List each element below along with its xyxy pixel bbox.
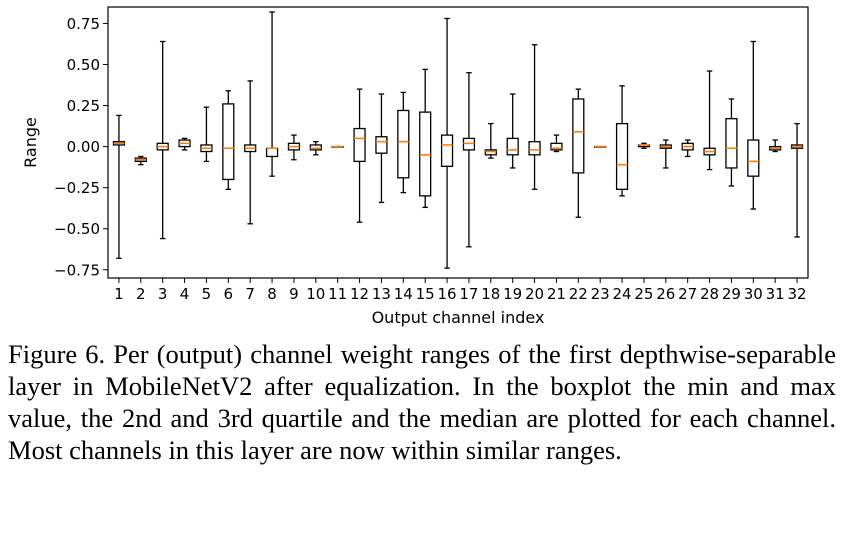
box-channel-1 [112, 114, 126, 259]
box-channel-31 [769, 139, 782, 153]
x-tick-label: 23 [591, 285, 610, 303]
box-channel-30 [747, 40, 760, 210]
x-tick-label: 2 [136, 285, 146, 303]
box-channel-6 [222, 90, 235, 190]
box-channel-2 [134, 155, 147, 166]
box-channel-10 [309, 141, 322, 156]
boxplot-boxes [112, 11, 804, 269]
box-channel-18 [484, 122, 497, 159]
box-channel-12 [353, 88, 366, 223]
box-channel-22 [572, 88, 585, 218]
x-tick-label: 5 [202, 285, 212, 303]
box-channel-24 [615, 85, 629, 197]
plot-frame [107, 6, 809, 279]
x-tick-label: 32 [788, 285, 807, 303]
x-tick-label: 3 [158, 285, 168, 303]
box-iqr [440, 134, 454, 167]
x-tick-label: 21 [547, 285, 566, 303]
box-channel-9 [287, 134, 301, 161]
x-axis-label: Output channel index [372, 308, 545, 327]
y-tick-label: 0.00 [67, 138, 100, 156]
box-channel-17 [462, 72, 476, 248]
x-tick-label: 24 [613, 285, 632, 303]
box-channel-13 [375, 93, 388, 204]
box-iqr [506, 137, 519, 156]
box-channel-3 [156, 40, 169, 240]
x-tick-label: 26 [656, 285, 675, 303]
box-channel-15 [419, 68, 432, 209]
x-tick-label: 7 [245, 285, 255, 303]
box-channel-4 [178, 137, 191, 151]
x-tick-label: 9 [289, 285, 299, 303]
y-tick-label: −0.25 [54, 179, 100, 197]
box-iqr [222, 103, 235, 181]
box-channel-20 [528, 44, 541, 190]
x-tick-label: 8 [267, 285, 277, 303]
box-iqr [353, 127, 366, 163]
box-channel-11 [331, 145, 344, 148]
x-tick-label: 16 [438, 285, 457, 303]
y-tick-label: −0.50 [54, 220, 100, 238]
box-iqr [725, 118, 738, 169]
x-tick-label: 29 [722, 285, 741, 303]
box-channel-7 [244, 80, 257, 225]
box-channel-21 [550, 134, 563, 153]
x-tick-label: 31 [766, 285, 785, 303]
x-tick-label: 22 [569, 285, 588, 303]
x-tick-label: 28 [700, 285, 719, 303]
x-tick-label: 14 [394, 285, 413, 303]
box-iqr [375, 136, 388, 154]
x-tick-label: 1 [114, 285, 124, 303]
x-tick-label: 30 [744, 285, 763, 303]
x-axis: 1 2 3 4 5 6 7 8 9 10 11 12 13 14 15 16 17 18 19 20 21 22 23 24 2… [114, 278, 807, 303]
y-tick-label: −0.75 [54, 261, 100, 279]
box-iqr [419, 111, 432, 197]
box-channel-16 [440, 17, 454, 269]
box-channel-19 [506, 93, 519, 169]
box-iqr [462, 137, 476, 151]
box-iqr [309, 144, 322, 151]
box-iqr [265, 147, 279, 158]
x-tick-label: 13 [372, 285, 391, 303]
x-tick-label: 19 [503, 285, 522, 303]
x-tick-label: 12 [350, 285, 369, 303]
box-channel-8 [265, 11, 279, 177]
box-channel-14 [397, 91, 410, 194]
box-channel-23 [594, 145, 607, 148]
x-tick-label: 27 [678, 285, 697, 303]
box-channel-25 [637, 142, 651, 149]
x-tick-label: 20 [525, 285, 544, 303]
box-iqr [747, 139, 760, 177]
box-channel-29 [725, 98, 738, 187]
x-tick-label: 17 [459, 285, 478, 303]
box-channel-28 [703, 70, 716, 171]
box-iqr [550, 142, 563, 151]
box-channel-32 [790, 122, 804, 238]
x-tick-label: 10 [306, 285, 325, 303]
box-iqr [615, 122, 629, 190]
box-iqr [397, 109, 410, 179]
box-channel-5 [200, 106, 213, 163]
box-iqr [528, 141, 541, 156]
x-tick-label: 11 [328, 285, 347, 303]
y-axis-label: Range [21, 117, 40, 168]
y-axis: −0.75 −0.50 −0.25 0.00 0.25 0.50 0.75 [54, 15, 108, 279]
box-channel-26 [659, 139, 672, 169]
x-tick-label: 6 [224, 285, 234, 303]
x-tick-label: 15 [416, 285, 435, 303]
y-tick-label: 0.75 [67, 15, 100, 33]
x-tick-label: 25 [634, 285, 653, 303]
x-tick-label: 4 [180, 285, 190, 303]
box-iqr [484, 149, 497, 156]
x-tick-label: 18 [481, 285, 500, 303]
y-tick-label: 0.50 [67, 56, 100, 74]
figure-caption: Figure 6. Per (output) channel weight ra… [8, 339, 836, 465]
y-tick-label: 0.25 [67, 97, 100, 115]
box-iqr [572, 98, 585, 174]
box-channel-27 [681, 139, 694, 158]
